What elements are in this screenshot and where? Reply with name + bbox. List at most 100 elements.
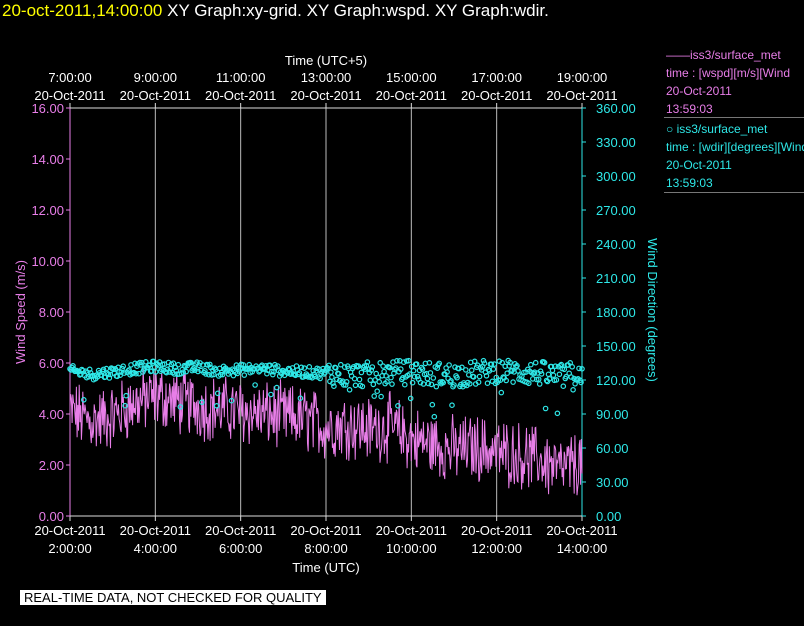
wind-direction-point: [100, 366, 107, 373]
wind-direction-point: [466, 380, 473, 387]
graph-title: 20-oct-2011,14:00:00 XY Graph:xy-grid. X…: [2, 1, 549, 21]
wind-direction-point: [264, 370, 270, 377]
title-timestamp: 20-oct-2011,14:00:00: [2, 1, 163, 20]
y-right-tick-label: 0.00: [596, 509, 621, 524]
wind-direction-point: [367, 377, 374, 384]
wind-direction-point: [147, 362, 153, 368]
wind-direction-point: [406, 371, 413, 377]
y-right-tick-label: 210.00: [596, 271, 636, 286]
wind-direction-point: [374, 388, 381, 395]
x-axis-label: Time (UTC): [292, 560, 359, 575]
x-tick-date: 20-Oct-2011: [120, 523, 191, 538]
wind-direction-point: [429, 401, 436, 408]
wind-direction-point: [192, 367, 198, 374]
wind-direction-point: [214, 390, 221, 397]
x-tick-time: 10:00:00: [386, 541, 437, 556]
wind-direction-point: [538, 371, 545, 377]
wind-direction-point: [407, 395, 414, 402]
x-tick-date: 20-Oct-2011: [34, 523, 105, 538]
wind-direction-point: [330, 380, 336, 387]
wind-direction-point: [546, 375, 553, 382]
wind-direction-point: [370, 381, 377, 388]
wind-direction-point: [301, 365, 308, 371]
wind-direction-point: [563, 373, 570, 380]
wind-direction-point: [297, 395, 304, 402]
wind-direction-point: [211, 371, 217, 378]
wind-direction-point: [118, 369, 125, 375]
x-top-tick-time: 15:00:00: [386, 70, 437, 85]
wind-direction-point: [376, 378, 383, 385]
wind-direction-point: [570, 386, 576, 393]
wind-direction-point: [468, 367, 475, 374]
wind-direction-point: [358, 369, 365, 376]
wind-direction-point: [335, 371, 342, 377]
wind-direction-point: [143, 358, 149, 365]
x-tick-time: 12:00:00: [471, 541, 522, 556]
wind-direction-point: [273, 384, 280, 391]
wind-direction-point: [507, 359, 513, 366]
wind-direction-point: [470, 374, 477, 380]
title-graph-list: XY Graph:xy-grid. XY Graph:wspd. XY Grap…: [167, 1, 549, 20]
wind-direction-point: [475, 379, 482, 386]
wind-direction-point: [207, 361, 213, 368]
wind-direction-point: [105, 371, 112, 378]
wind-direction-point: [579, 365, 585, 372]
wind-direction-point: [434, 365, 441, 372]
wind-direction-point: [270, 368, 277, 375]
y-right-tick-label: 90.00: [596, 407, 629, 422]
wind-direction-point: [240, 362, 247, 368]
wind-direction-point: [199, 399, 205, 406]
y-right-tick-label: 240.00: [596, 237, 636, 252]
wind-direction-point: [497, 377, 504, 384]
wind-direction-point: [228, 397, 235, 404]
wind-direction-point: [576, 365, 582, 372]
wind-direction-point: [498, 389, 505, 396]
wind-direction-point: [342, 382, 349, 388]
wind-direction-point: [80, 367, 86, 374]
wind-direction-point: [560, 383, 567, 390]
wind-direction-point: [446, 362, 452, 368]
wind-direction-point: [462, 367, 469, 373]
y-left-tick-label: 6.00: [39, 356, 64, 371]
wind-direction-point: [380, 363, 386, 369]
x-tick-time: 8:00:00: [304, 541, 347, 556]
y-left-tick-label: 2.00: [39, 458, 64, 473]
wind-direction-point: [292, 372, 299, 379]
wind-direction-point: [436, 360, 443, 367]
y-right-tick-label: 150.00: [596, 339, 636, 354]
y-left-tick-label: 10.00: [31, 254, 64, 269]
wind-direction-point: [268, 368, 275, 375]
wind-direction-point: [356, 376, 363, 383]
wind-direction-point: [163, 369, 170, 376]
wind-direction-point: [296, 369, 303, 376]
wind-direction-point: [430, 375, 437, 381]
wind-direction-point: [371, 393, 378, 399]
wind-direction-point: [413, 361, 420, 367]
wind-direction-point: [515, 368, 521, 374]
wind-direction-point: [383, 373, 389, 379]
wind-direction-point: [325, 365, 331, 372]
wind-direction-point: [431, 413, 438, 420]
wind-direction-point: [122, 402, 128, 409]
y-right-tick-label: 60.00: [596, 441, 629, 456]
wind-direction-point: [448, 377, 454, 384]
legend-wdir-source: iss3/surface_met: [676, 122, 768, 136]
wind-direction-point: [554, 410, 561, 417]
legend-wdir-date: 20-Oct-2011: [666, 158, 732, 172]
wind-direction-point: [488, 361, 495, 368]
wind-direction-point: [114, 373, 121, 380]
wind-direction-point: [183, 368, 190, 375]
wind-direction-point: [428, 381, 435, 388]
wind-direction-point: [329, 374, 335, 380]
wind-direction-point: [427, 370, 434, 376]
wind-direction-point: [326, 362, 332, 369]
legend-wind-direction: ○ iss3/surface_met time : [wdir][degrees…: [666, 120, 804, 192]
wind-direction-point: [348, 373, 355, 379]
wind-direction-point: [389, 381, 395, 387]
x-top-tick-time: 11:00:00: [216, 70, 266, 85]
wind-direction-point: [364, 359, 371, 365]
wind-direction-point: [337, 361, 344, 368]
x-top-tick-date: 20-Oct-2011: [34, 88, 105, 103]
x-tick-date: 20-Oct-2011: [546, 523, 617, 538]
wind-direction-point: [206, 371, 212, 378]
